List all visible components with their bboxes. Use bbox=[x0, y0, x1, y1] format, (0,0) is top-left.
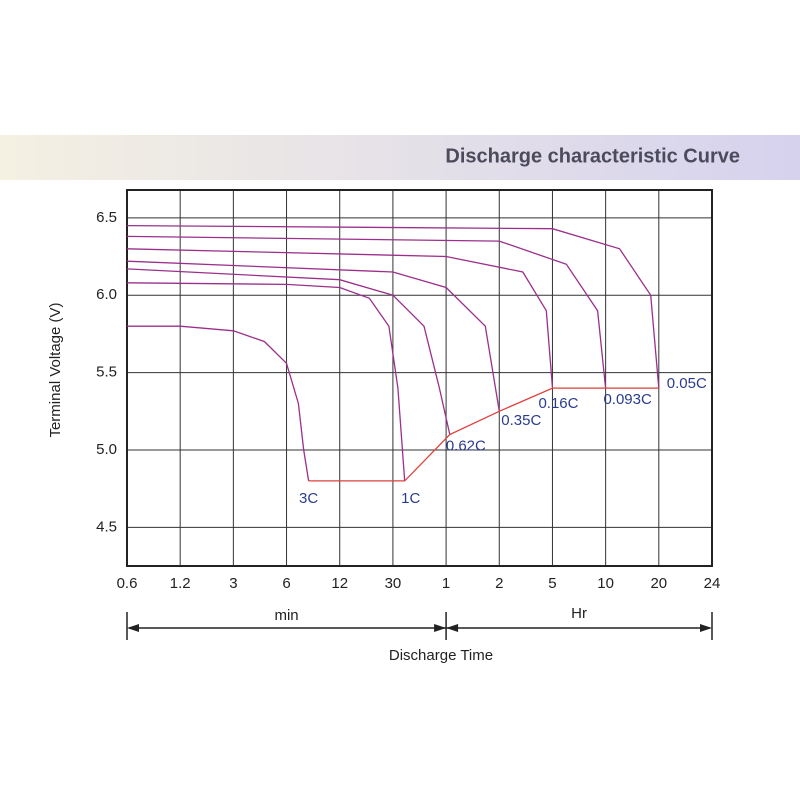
curve-label: 0.05C bbox=[667, 375, 707, 392]
discharge-curve bbox=[126, 248, 554, 389]
x-tick-label: 3 bbox=[229, 575, 237, 592]
x-tick-label: 0.6 bbox=[117, 575, 138, 592]
arrow-head bbox=[446, 624, 459, 632]
y-axis-title: Terminal Voltage (V) bbox=[47, 302, 64, 437]
x-tick-label: 6 bbox=[282, 575, 290, 592]
arrow-head bbox=[434, 624, 447, 632]
curve-label: 0.62C bbox=[446, 437, 486, 454]
x-tick-label: 12 bbox=[331, 575, 348, 592]
x-unit-label: min bbox=[274, 607, 298, 624]
curve-label: 0.093C bbox=[603, 391, 652, 408]
arrow-head bbox=[700, 624, 712, 632]
curve-label: 1C bbox=[401, 490, 420, 507]
y-tick-label: 4.5 bbox=[96, 518, 117, 535]
discharge-curve bbox=[126, 224, 660, 389]
discharge-curve bbox=[126, 268, 451, 435]
plot-frame bbox=[126, 189, 713, 567]
x-tick-label: 10 bbox=[597, 575, 614, 592]
x-tick-label: 5 bbox=[548, 575, 556, 592]
x-tick-label: 1.2 bbox=[170, 575, 191, 592]
x-tick-label: 24 bbox=[704, 575, 721, 592]
y-tick-label: 5.5 bbox=[96, 364, 117, 381]
x-tick-label: 2 bbox=[495, 575, 503, 592]
discharge-curve bbox=[126, 282, 406, 481]
y-tick-label: 6.0 bbox=[96, 286, 117, 303]
y-tick-label: 6.5 bbox=[96, 209, 117, 226]
discharge-curve bbox=[127, 325, 310, 482]
chart-title: Discharge characteristic Curve bbox=[445, 145, 740, 167]
y-tick-label: 5.0 bbox=[96, 441, 117, 458]
discharge-curve bbox=[126, 235, 607, 389]
x-unit-label: Hr bbox=[571, 605, 587, 622]
x-tick-label: 1 bbox=[442, 575, 450, 592]
curve-label: 0.35C bbox=[501, 412, 541, 429]
x-axis-title: Discharge Time bbox=[389, 647, 493, 664]
curve-label: 0.16C bbox=[538, 395, 578, 412]
curve-label: 3C bbox=[299, 490, 318, 507]
title-banner bbox=[0, 135, 800, 180]
discharge-curve bbox=[126, 260, 500, 412]
x-tick-label: 30 bbox=[385, 575, 402, 592]
x-tick-label: 20 bbox=[650, 575, 667, 592]
cutoff-line bbox=[308, 387, 659, 482]
arrow-head bbox=[127, 624, 139, 632]
